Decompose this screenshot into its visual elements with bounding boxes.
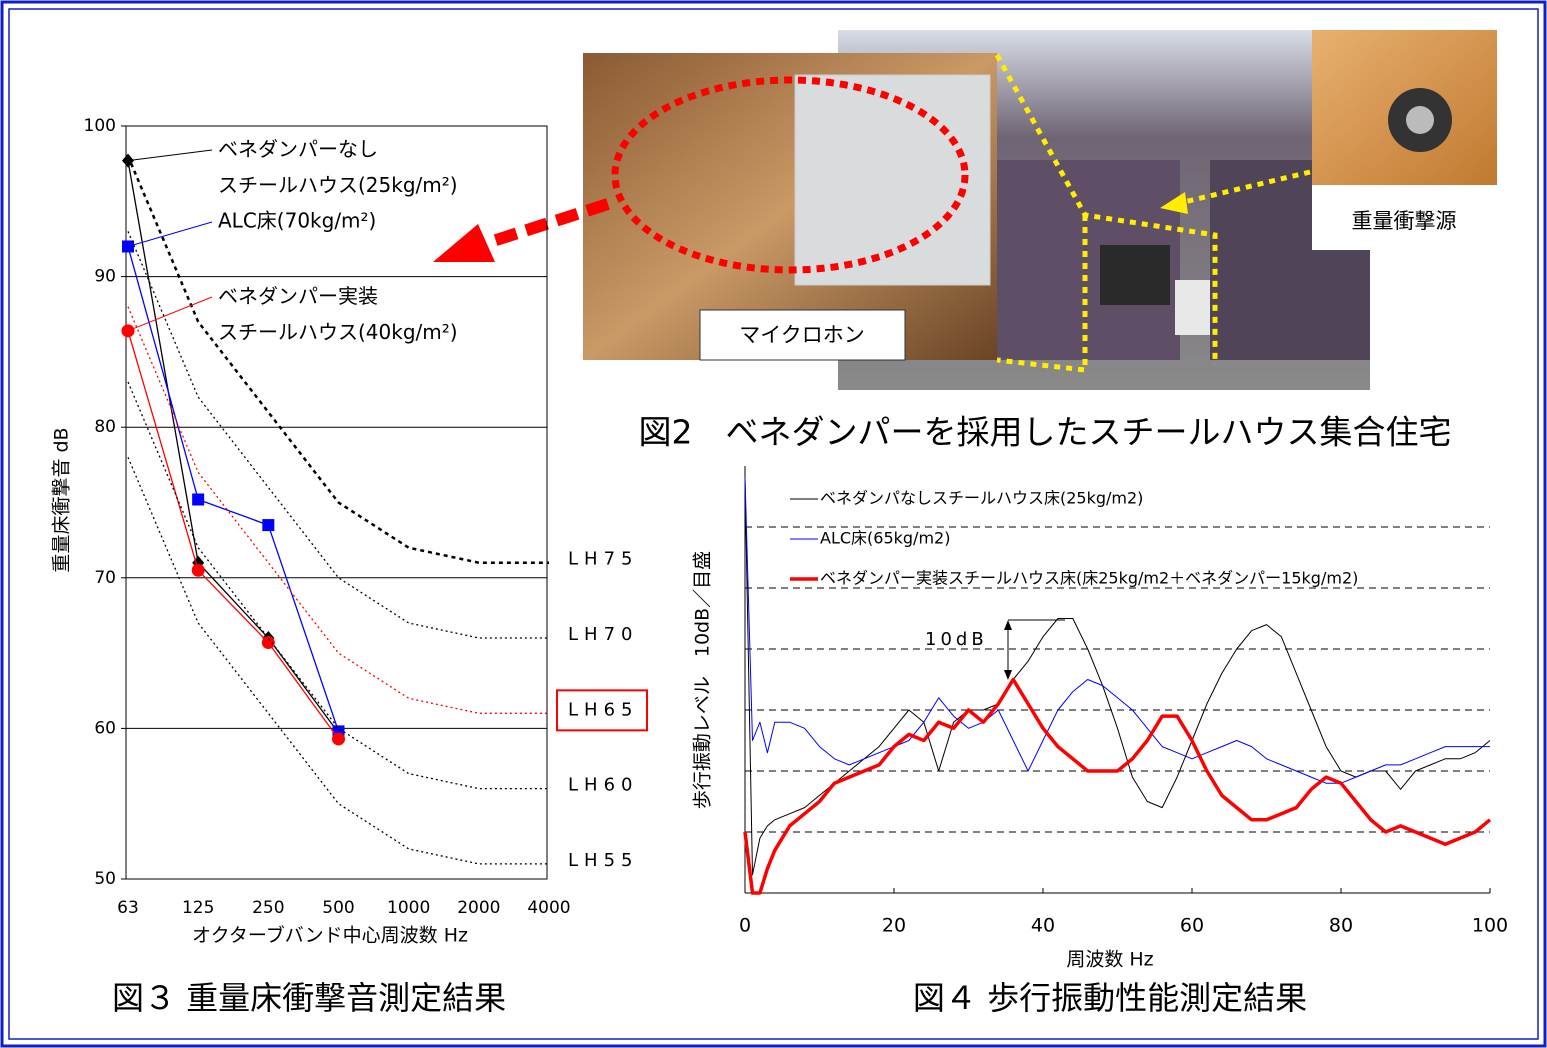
marker — [192, 493, 205, 506]
x-axis-label: オクターブバンド中心周波数 Hz — [192, 924, 468, 947]
room-window — [794, 74, 991, 286]
marker — [262, 519, 275, 532]
arrow-head — [433, 224, 495, 262]
mic-ellipse — [611, 76, 969, 274]
curve-label: LH55 — [568, 850, 638, 871]
x-tick-label: 0 — [739, 915, 751, 937]
y-tick-label: 60 — [94, 718, 116, 738]
legend-label: ベネダンパなしスチールハウス床(25kg/m2) — [820, 489, 1143, 508]
series-line — [127, 246, 340, 732]
legend-label: ベネダンパーなし スチールハウス(25kg/m²) — [218, 137, 458, 197]
y-axis-label: 歩行振動レベル 10dB／目盛 — [692, 551, 714, 809]
x-tick-label: 125 — [182, 898, 214, 918]
legend-line: スチールハウス(25kg/m²) — [218, 173, 458, 197]
source-wheel — [1406, 106, 1434, 134]
y-axis-label: 重量床衝撃音 dB — [51, 427, 73, 572]
legend-line: スチールハウス(40kg/m²) — [218, 320, 458, 344]
annotation: 10dB — [925, 629, 988, 650]
legend-line: ベネダンパー実装 — [218, 284, 384, 308]
curve-label: LH65 — [568, 699, 638, 720]
curve-label: LH60 — [568, 775, 638, 796]
box — [1175, 280, 1210, 335]
series-line — [127, 160, 340, 734]
x-tick-label: 250 — [252, 898, 284, 918]
arrow — [488, 198, 610, 248]
arrow-head — [1004, 620, 1012, 630]
series-line — [743, 677, 1492, 895]
label-box — [699, 309, 906, 361]
arrow-head — [1160, 192, 1188, 214]
photo-label: マイクロホン — [739, 323, 865, 347]
x-tick-label: 2000 — [457, 898, 500, 918]
marker-line — [996, 215, 1088, 373]
marker — [191, 563, 205, 577]
series-line — [127, 457, 549, 865]
curve-label: LH70 — [568, 624, 638, 645]
x-tick-label: 4000 — [527, 898, 570, 918]
series-line — [744, 478, 1490, 784]
highlight-box — [556, 689, 648, 732]
x-tick-label: 20 — [882, 915, 906, 937]
y-tick-label: 70 — [94, 568, 116, 588]
x-tick-label: 63 — [117, 898, 139, 918]
window — [1100, 245, 1170, 305]
marker-line — [1179, 169, 1311, 206]
series-line — [127, 306, 549, 714]
x-tick-label: 80 — [1329, 915, 1353, 937]
x-tick-label: 100 — [1472, 915, 1508, 937]
leader-line — [127, 296, 213, 332]
legend-line: ベネダンパーなし — [218, 137, 384, 161]
marker — [332, 732, 345, 746]
chart-title: 図４ 歩行振動性能測定結果 — [913, 979, 1307, 1017]
legend-label: ベネダンパー実装スチールハウス床(床25kg/m2＋ベネダンパー15kg/m2) — [820, 569, 1358, 588]
arrow-head — [1004, 670, 1012, 680]
x-tick-label: 500 — [322, 898, 354, 918]
plot-frame — [125, 125, 548, 880]
series-line — [126, 155, 549, 564]
leader-line — [127, 149, 213, 162]
label-box — [1312, 185, 1497, 250]
x-tick-label: 40 — [1031, 915, 1055, 937]
series-line — [127, 330, 340, 740]
x-tick-label: 60 — [1180, 915, 1204, 937]
legend-label: ALC床(70kg/m²) — [218, 209, 376, 233]
y-tick-label: 90 — [94, 267, 116, 287]
photo-label: 重量衝撃源 — [1352, 209, 1457, 233]
legend-label: ALC床(65kg/m2) — [820, 529, 950, 548]
y-tick-label: 80 — [94, 417, 116, 437]
figure-caption: 図2 ベネダンパーを採用したスチールハウス集合住宅 — [639, 413, 1452, 452]
inner-frame — [8, 8, 1539, 1040]
y-tick-label: 50 — [94, 869, 116, 889]
chart-title: 図３ 重量床衝撃音測定結果 — [112, 979, 506, 1017]
y-tick-label: 100 — [84, 116, 116, 136]
x-axis-label: 周波数 Hz — [1066, 949, 1153, 971]
marker — [261, 636, 275, 650]
legend-label: ベネダンパー実装 スチールハウス(40kg/m²) — [218, 284, 458, 344]
x-tick-label: 1000 — [387, 898, 430, 918]
curve-label: LH75 — [568, 549, 638, 570]
leader-line — [127, 221, 213, 247]
